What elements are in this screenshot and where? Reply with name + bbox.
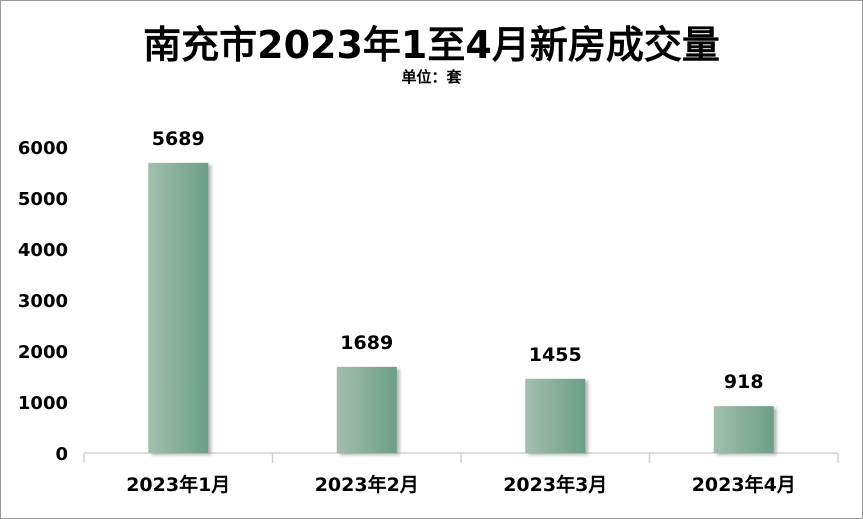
y-tick-label: 2000 bbox=[18, 342, 68, 363]
x-tick-label: 2023年2月 bbox=[315, 473, 419, 496]
y-axis: 0 1000 2000 3000 4000 5000 6000 bbox=[18, 138, 68, 465]
data-label: 1689 bbox=[340, 332, 393, 354]
y-tick-label: 6000 bbox=[18, 138, 68, 159]
x-tick-label: 2023年3月 bbox=[503, 473, 607, 496]
bar bbox=[336, 366, 397, 453]
data-labels: 5689 1689 1455 918 bbox=[152, 128, 764, 393]
y-tick-label: 5000 bbox=[18, 189, 68, 210]
y-tick-label: 4000 bbox=[18, 240, 68, 261]
data-label: 5689 bbox=[152, 128, 205, 150]
x-tick-label: 2023年4月 bbox=[692, 473, 796, 496]
y-tick-label: 3000 bbox=[18, 291, 68, 312]
bars bbox=[148, 162, 774, 453]
chart-title: 南充市2023年1至4月新房成交量 bbox=[143, 23, 720, 67]
y-tick-label: 1000 bbox=[18, 393, 68, 414]
data-label: 918 bbox=[724, 371, 764, 393]
bar bbox=[713, 406, 774, 453]
y-tick-label: 0 bbox=[55, 444, 68, 465]
bar bbox=[525, 378, 586, 453]
bar bbox=[148, 162, 209, 453]
x-axis: 2023年1月 2023年2月 2023年3月 2023年4月 bbox=[83, 452, 839, 496]
chart-subtitle: 单位：套 bbox=[401, 68, 462, 86]
x-tick-label: 2023年1月 bbox=[126, 473, 230, 496]
data-label: 1455 bbox=[529, 344, 582, 366]
